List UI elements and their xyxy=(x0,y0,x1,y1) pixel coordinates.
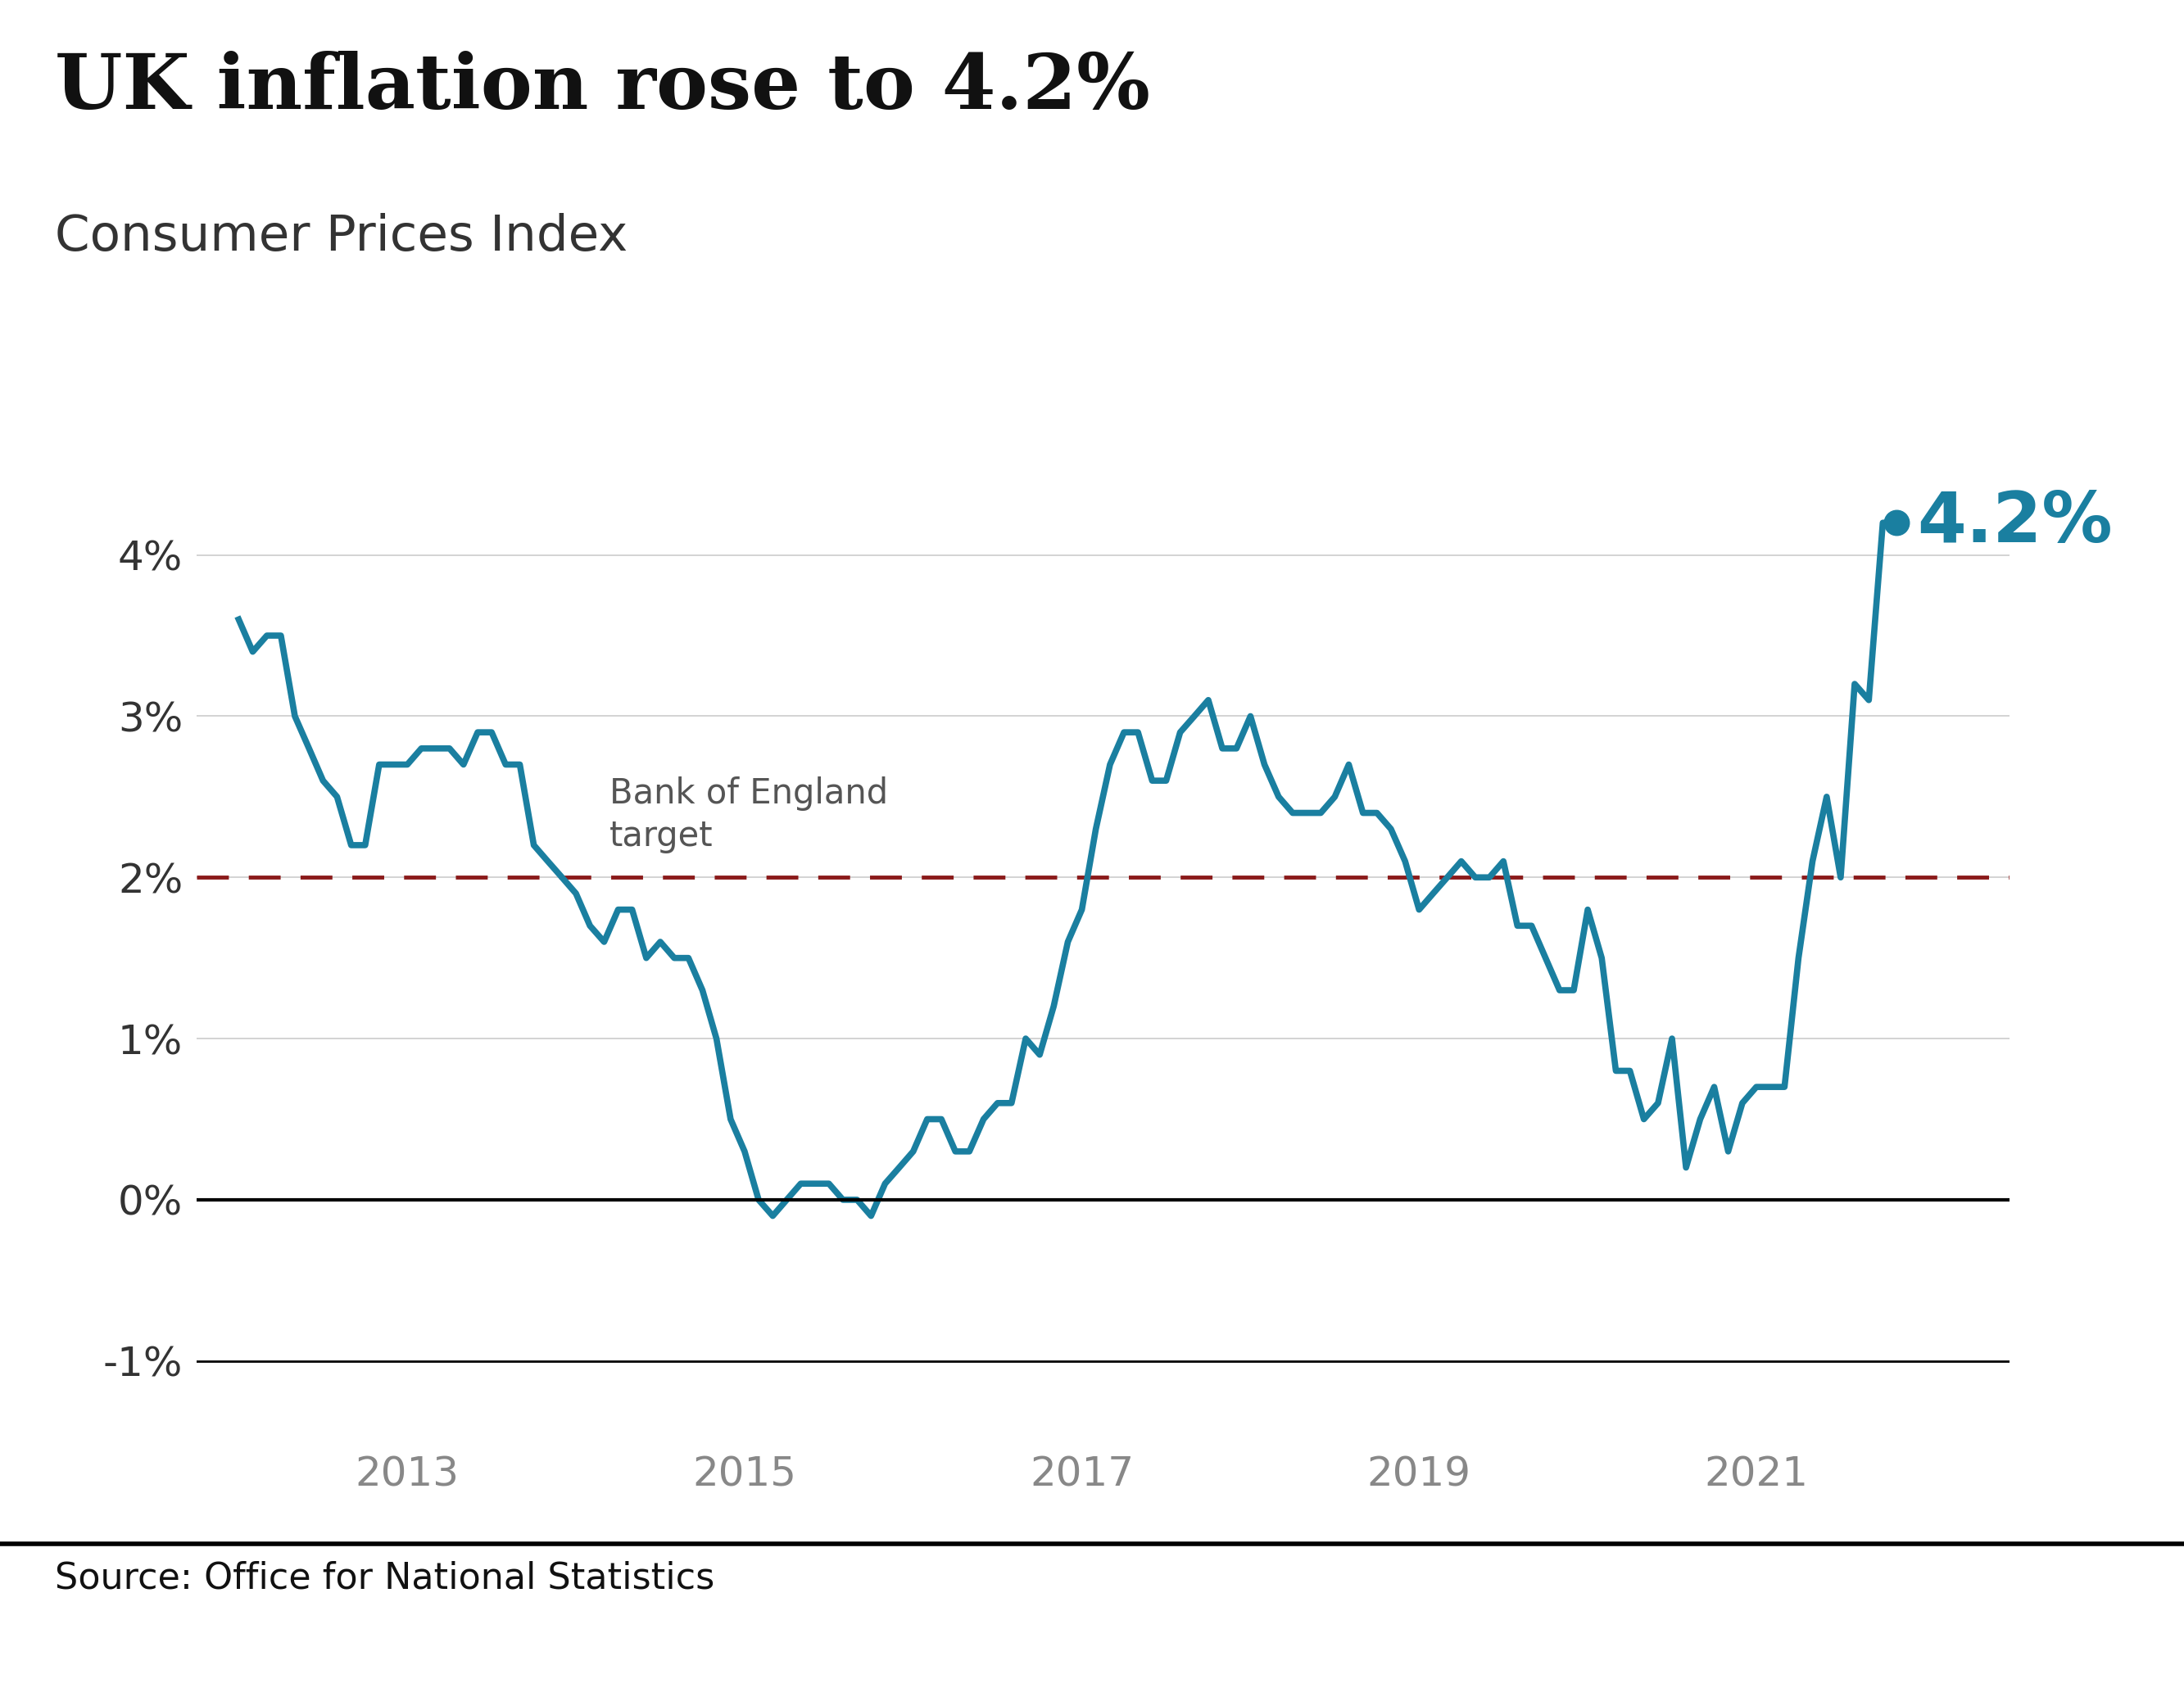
Text: Consumer Prices Index: Consumer Prices Index xyxy=(55,213,627,261)
Text: 4.2%: 4.2% xyxy=(1918,488,2112,556)
Text: B: B xyxy=(1998,1612,2033,1655)
Text: C: C xyxy=(2101,1612,2136,1655)
Text: UK inflation rose to 4.2%: UK inflation rose to 4.2% xyxy=(55,51,1149,125)
Text: B: B xyxy=(1896,1612,1931,1655)
Text: Bank of England
target: Bank of England target xyxy=(609,776,889,853)
Text: Source: Office for National Statistics: Source: Office for National Statistics xyxy=(55,1561,714,1597)
